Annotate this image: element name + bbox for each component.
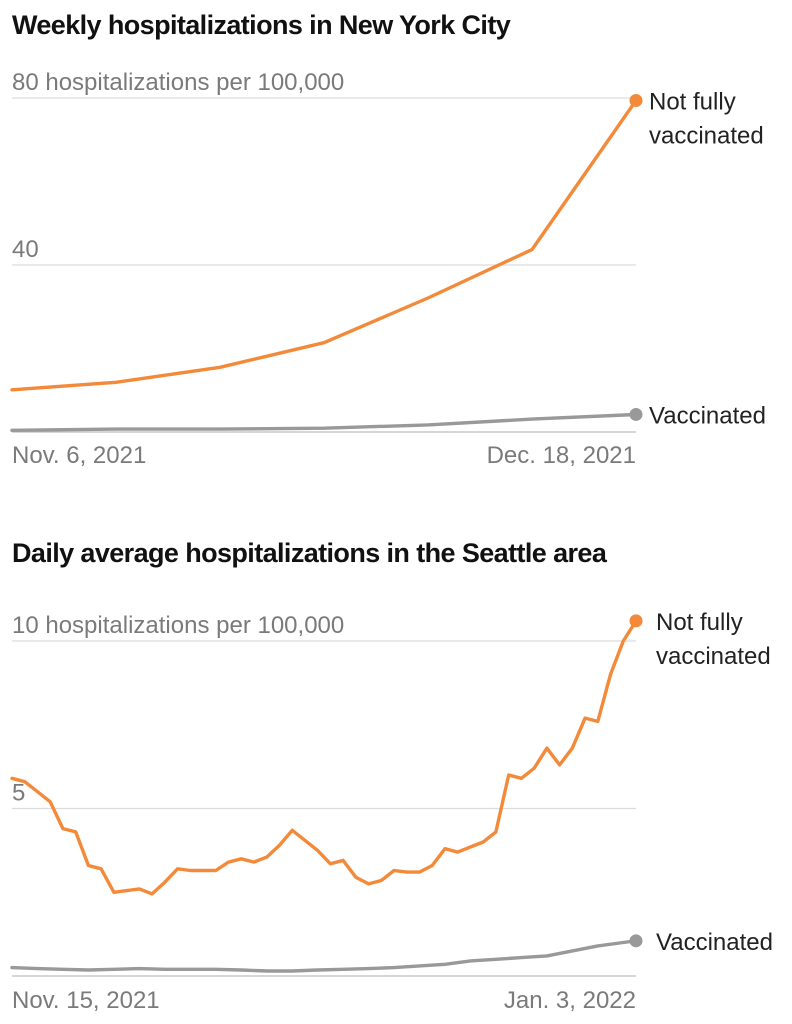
chart-title: Weekly hospitalizations in New York City <box>12 10 511 40</box>
x-tick-label: Jan. 3, 2022 <box>504 987 636 1014</box>
nyc-plot: 80 hospitalizations per 100,000 40 Nov. 6,… <box>10 69 766 469</box>
vaccinated-series-line <box>10 412 638 432</box>
series-label: Vaccinated <box>656 929 773 956</box>
not-vaccinated-series-line <box>10 98 638 392</box>
not-vaccinated-end-point <box>629 94 643 108</box>
x-tick-label: Nov. 6, 2021 <box>12 442 146 469</box>
y-tick-label: 80 hospitalizations per 100,000 <box>12 69 344 96</box>
y-tick-label: 10 hospitalizations per 100,000 <box>12 612 344 639</box>
vaccinated-end-point <box>629 407 643 421</box>
chart-title: Daily average hospitalizations in the Se… <box>12 538 607 568</box>
x-tick-label: Dec. 18, 2021 <box>487 442 636 469</box>
series-label: Not fully vaccinated <box>649 89 764 150</box>
x-tick-label: Nov. 15, 2021 <box>12 987 160 1014</box>
y-tick-label: 5 <box>12 780 25 807</box>
vaccinated-end-point <box>629 934 643 948</box>
series-label: Not fully vaccinated <box>656 609 771 670</box>
seattle-plot: 10 hospitalizations per 100,000 5 Nov. 15,… <box>10 609 773 1014</box>
not-vaccinated-end-point <box>629 614 643 628</box>
not-vaccinated-series-line <box>10 619 638 896</box>
vaccinated-series-line <box>10 939 638 973</box>
series-label: Vaccinated <box>649 402 766 429</box>
y-tick-label: 40 <box>12 236 39 263</box>
